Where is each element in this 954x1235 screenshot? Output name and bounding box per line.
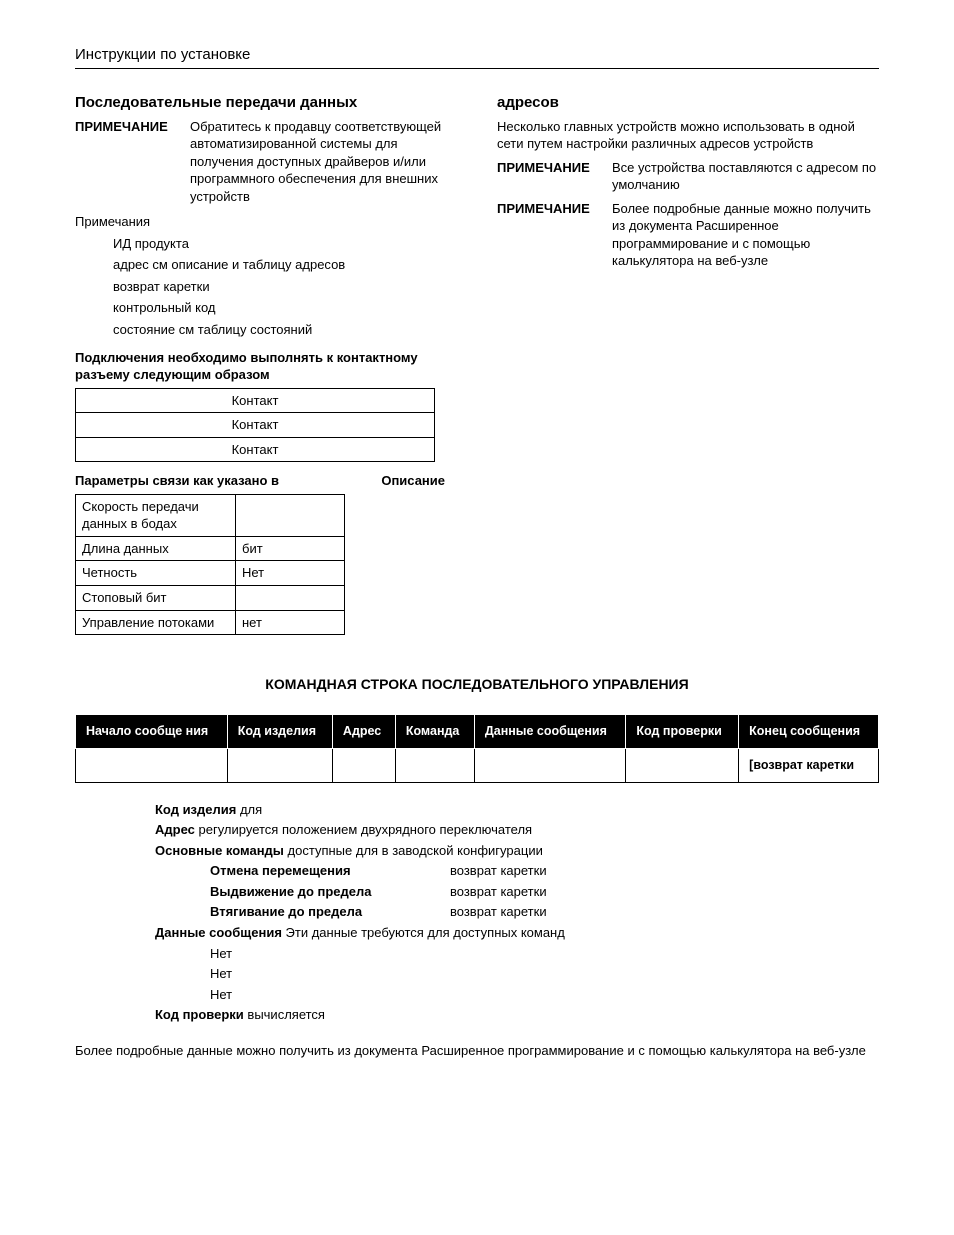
cmd-header: Команда: [395, 714, 474, 748]
desc-label: Описание: [381, 472, 445, 490]
note-label: ПРИМЕЧАНИЕ: [75, 118, 190, 206]
net-line: Нет: [155, 986, 879, 1004]
two-column-layout: Последовательные передачи данных ПРИМЕЧА…: [75, 93, 879, 635]
param-value: [236, 585, 345, 610]
cmd-cell: [возврат каретки: [739, 748, 879, 782]
param-value: Нет: [236, 561, 345, 586]
cmd-cell: [395, 748, 474, 782]
right-intro: Несколько главных устройств можно исполь…: [497, 118, 879, 153]
cmd-header: Данные сообщения: [474, 714, 626, 748]
note-label: ПРИМЕЧАНИЕ: [497, 200, 612, 270]
cmd-header: Код проверки: [626, 714, 739, 748]
detail-line: Код изделия для: [155, 801, 879, 819]
param-name: Скорость передачи данных в бодах: [76, 494, 236, 536]
cmdline-title: КОМАНДНАЯ СТРОКА ПОСЛЕДОВАТЕЛЬНОГО УПРАВ…: [75, 675, 879, 694]
pin-table: Контакт Контакт Контакт: [75, 388, 435, 463]
note-body: Обратитесь к продавцу соответствующей ав…: [190, 118, 457, 206]
command-table: Начало сообще ния Код изделия Адрес Кома…: [75, 714, 879, 783]
cmd-row: Выдвижение до пределавозврат каретки: [155, 883, 879, 901]
cmd-cell: [474, 748, 626, 782]
notes-list: ИД продукта адрес см описание и таблицу …: [75, 235, 457, 339]
list-item: контрольный код: [113, 299, 457, 317]
net-line: Нет: [155, 965, 879, 983]
param-name: Стоповый бит: [76, 585, 236, 610]
cmd-row: Втягивание до пределавозврат каретки: [155, 903, 879, 921]
cmd-cell: [227, 748, 332, 782]
params-label: Параметры связи как указано в: [75, 472, 279, 490]
footer-text: Более подробные данные можно получить из…: [75, 1042, 879, 1060]
param-name: Длина данных: [76, 536, 236, 561]
page-header: Инструкции по установке: [75, 45, 879, 69]
params-header-row: Параметры связи как указано в Описание: [75, 472, 445, 490]
cmd-cell: [76, 748, 228, 782]
cmd-header: Адрес: [332, 714, 395, 748]
right-note-1: ПРИМЕЧАНИЕ Все устройства поставляются с…: [497, 159, 879, 194]
left-column: Последовательные передачи данных ПРИМЕЧА…: [75, 93, 457, 635]
left-heading: Последовательные передачи данных: [75, 93, 457, 113]
note-body: Все устройства поставляются с адресом по…: [612, 159, 879, 194]
param-name: Управление потоками: [76, 610, 236, 635]
params-table: Скорость передачи данных в бодах Длина д…: [75, 494, 345, 635]
net-line: Нет: [155, 945, 879, 963]
right-heading: адресов: [497, 93, 879, 113]
detail-line: Данные сообщения Эти данные требуются дл…: [155, 924, 879, 942]
cmd-cell: [626, 748, 739, 782]
param-value: нет: [236, 610, 345, 635]
details-block: Код изделия для Адрес регулируется полож…: [155, 801, 879, 1024]
left-note: ПРИМЕЧАНИЕ Обратитесь к продавцу соответ…: [75, 118, 457, 206]
detail-line: Код проверки вычисляется: [155, 1006, 879, 1024]
detail-line: Адрес регулируется положением двухрядног…: [155, 821, 879, 839]
pin-cell: Контакт: [76, 437, 435, 462]
notes-label: Примечания: [75, 213, 457, 231]
right-note-2: ПРИМЕЧАНИЕ Более подробные данные можно …: [497, 200, 879, 270]
list-item: адрес см описание и таблицу адресов: [113, 256, 457, 274]
list-item: возврат каретки: [113, 278, 457, 296]
cmd-header: Код изделия: [227, 714, 332, 748]
list-item: состояние см таблицу состояний: [113, 321, 457, 339]
cmd-cell: [332, 748, 395, 782]
right-column: адресов Несколько главных устройств можн…: [497, 93, 879, 635]
note-label: ПРИМЕЧАНИЕ: [497, 159, 612, 194]
connection-label: Подключения необходимо выполнять к конта…: [75, 349, 457, 384]
note-body: Более подробные данные можно получить из…: [612, 200, 879, 270]
param-value: бит: [236, 536, 345, 561]
cmd-header: Начало сообще ния: [76, 714, 228, 748]
list-item: ИД продукта: [113, 235, 457, 253]
param-value: [236, 494, 345, 536]
param-name: Четность: [76, 561, 236, 586]
pin-cell: Контакт: [76, 413, 435, 438]
cmd-header: Конец сообщения: [739, 714, 879, 748]
detail-line: Основные команды доступные для в заводск…: [155, 842, 879, 860]
cmd-row: Отмена перемещениявозврат каретки: [155, 862, 879, 880]
pin-cell: Контакт: [76, 388, 435, 413]
